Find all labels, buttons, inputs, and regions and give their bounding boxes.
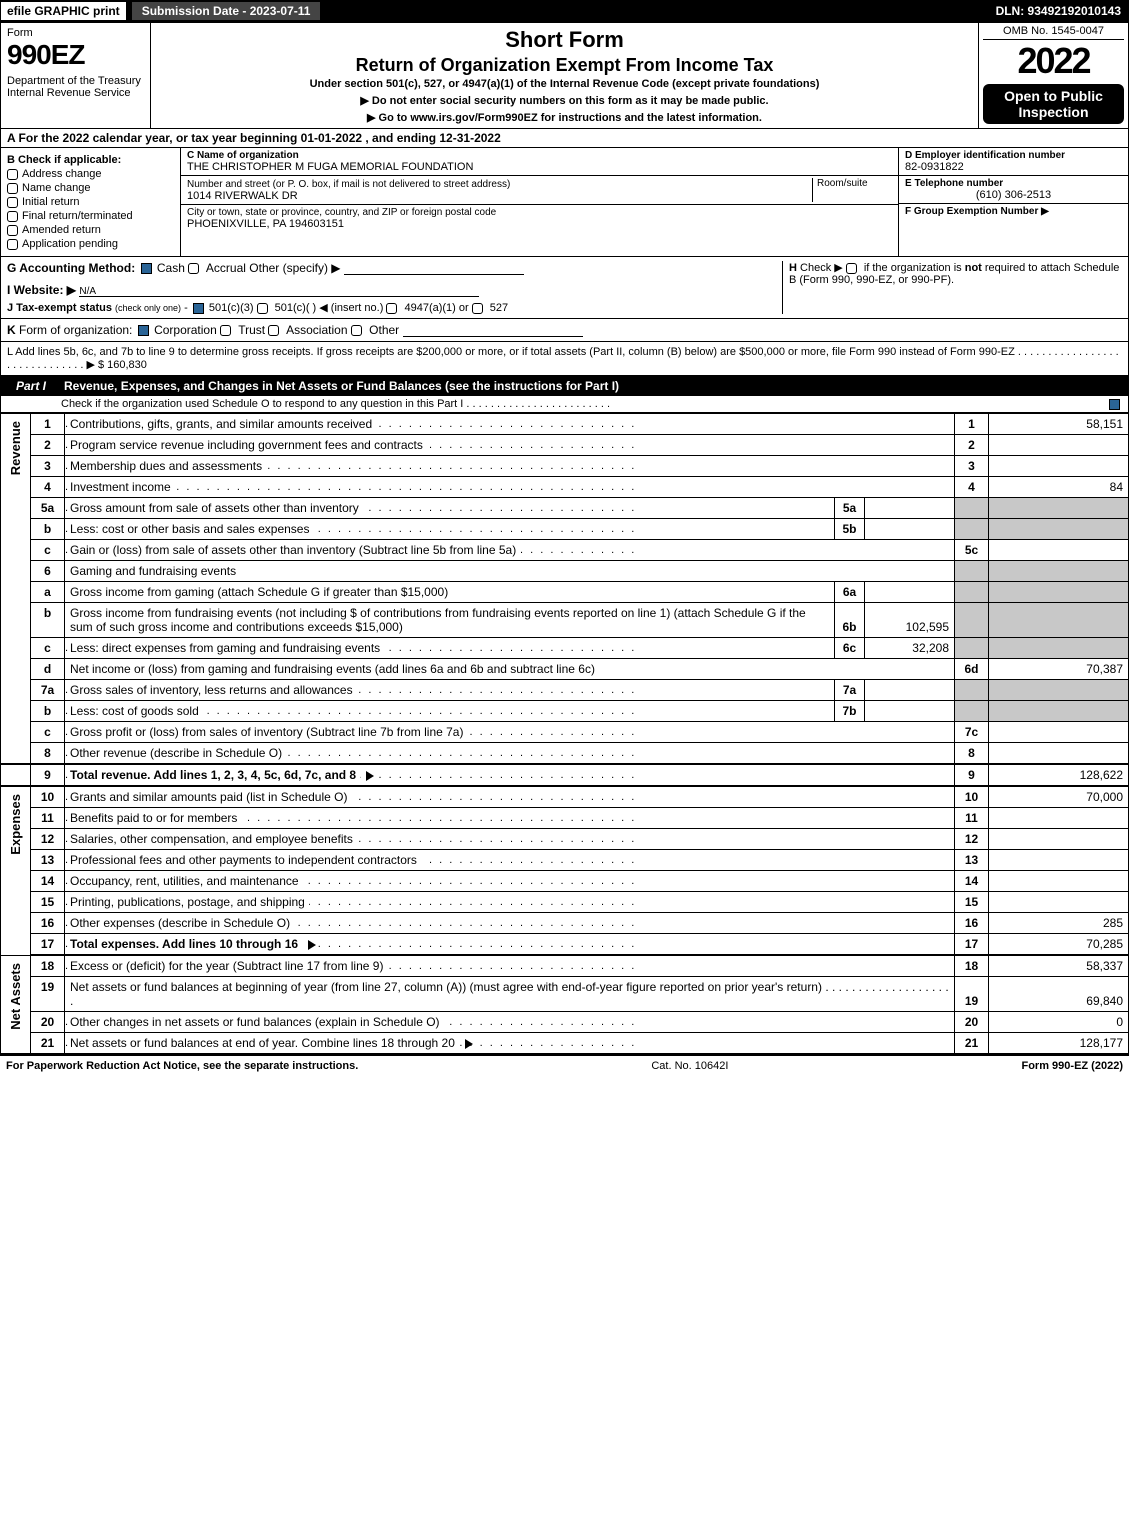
- city-label: City or town, state or province, country…: [187, 207, 892, 218]
- efile-label: efile GRAPHIC print: [0, 1, 127, 21]
- row-l: L Add lines 5b, 6c, and 7b to line 9 to …: [0, 342, 1129, 376]
- chk-cash[interactable]: [141, 263, 152, 274]
- amt-6b: 102,595: [865, 603, 955, 638]
- amt-19: 69,840: [989, 977, 1129, 1012]
- amt-17: 70,285: [989, 934, 1129, 956]
- amt-6d: 70,387: [989, 659, 1129, 680]
- lines-table: Revenue 1 Contributions, gifts, grants, …: [0, 413, 1129, 1054]
- col-b-head: B Check if applicable:: [7, 154, 174, 166]
- amt-16: 285: [989, 913, 1129, 934]
- col-c-org-info: C Name of organization THE CHRISTOPHER M…: [181, 148, 898, 256]
- tel: (610) 306-2513: [905, 189, 1122, 201]
- chk-pending[interactable]: [7, 239, 18, 250]
- tax-year: 2022: [983, 40, 1124, 82]
- chk-accrual[interactable]: [188, 263, 199, 274]
- chk-final-return[interactable]: [7, 211, 18, 222]
- amt-10: 70,000: [989, 786, 1129, 808]
- open-inspection: Open to Public Inspection: [983, 84, 1124, 124]
- row-a-tax-year: A For the 2022 calendar year, or tax yea…: [0, 129, 1129, 148]
- chk-527[interactable]: [472, 303, 483, 314]
- org-name-label: C Name of organization: [187, 150, 892, 161]
- part-i-title: Revenue, Expenses, and Changes in Net As…: [64, 379, 619, 393]
- note-ssn: ▶ Do not enter social security numbers o…: [159, 94, 970, 107]
- ein-label: D Employer identification number: [905, 150, 1122, 161]
- tel-label: E Telephone number: [905, 178, 1122, 189]
- note-url: ▶ Go to www.irs.gov/Form990EZ for instru…: [159, 111, 970, 124]
- title-short-form: Short Form: [159, 27, 970, 53]
- top-bar: efile GRAPHIC print Submission Date - 20…: [0, 0, 1129, 22]
- chk-501c3[interactable]: [193, 303, 204, 314]
- chk-initial-return[interactable]: [7, 197, 18, 208]
- addr-label: Number and street (or P. O. box, if mail…: [187, 179, 510, 190]
- chk-501c[interactable]: [257, 303, 268, 314]
- row-g-h: G Accounting Method: Cash Accrual Other …: [0, 257, 1129, 319]
- other-specify-input[interactable]: [344, 261, 524, 275]
- row-k: K Form of organization: Corporation Trus…: [0, 319, 1129, 342]
- chk-name-change[interactable]: [7, 183, 18, 194]
- amt-1: 58,151: [989, 414, 1129, 435]
- section-expenses: Expenses: [6, 790, 25, 859]
- amt-6c: 32,208: [865, 638, 955, 659]
- footer-right: Form 990-EZ (2022): [1021, 1060, 1123, 1072]
- page-footer: For Paperwork Reduction Act Notice, see …: [0, 1054, 1129, 1076]
- footer-cat: Cat. No. 10642I: [651, 1060, 728, 1072]
- addr: 1014 RIVERWALK DR: [187, 190, 298, 202]
- part-i-header: Part I Revenue, Expenses, and Changes in…: [0, 376, 1129, 396]
- amt-21: 128,177: [989, 1033, 1129, 1054]
- submission-date: Submission Date - 2023-07-11: [131, 1, 322, 21]
- subtitle: Under section 501(c), 527, or 4947(a)(1)…: [159, 78, 970, 90]
- footer-left: For Paperwork Reduction Act Notice, see …: [6, 1060, 358, 1072]
- part-i-sub: Check if the organization used Schedule …: [0, 396, 1129, 413]
- amt-18: 58,337: [989, 955, 1129, 977]
- chk-h[interactable]: [846, 263, 857, 274]
- section-net-assets: Net Assets: [6, 959, 25, 1034]
- other-org-input[interactable]: [403, 323, 583, 337]
- amt-20: 0: [989, 1012, 1129, 1033]
- chk-amended[interactable]: [7, 225, 18, 236]
- dln: DLN: 93492192010143: [996, 4, 1129, 18]
- chk-address-change[interactable]: [7, 169, 18, 180]
- chk-4947[interactable]: [386, 303, 397, 314]
- section-bcd: B Check if applicable: Address change Na…: [0, 148, 1129, 257]
- dept-label: Department of the Treasury Internal Reve…: [7, 75, 144, 99]
- amt-9: 128,622: [989, 764, 1129, 786]
- part-i-tag: Part I: [8, 379, 54, 393]
- title-return: Return of Organization Exempt From Incom…: [159, 55, 970, 76]
- form-header: Form 990EZ Department of the Treasury In…: [0, 22, 1129, 129]
- org-name: THE CHRISTOPHER M FUGA MEMORIAL FOUNDATI…: [187, 161, 892, 173]
- acct-label: G Accounting Method:: [7, 261, 135, 275]
- form-number: 990EZ: [7, 39, 144, 71]
- chk-schedule-o[interactable]: [1109, 399, 1120, 410]
- omb-number: OMB No. 1545-0047: [983, 25, 1124, 40]
- col-b-checkboxes: B Check if applicable: Address change Na…: [1, 148, 181, 256]
- chk-corp[interactable]: [138, 325, 149, 336]
- chk-assoc[interactable]: [268, 325, 279, 336]
- city: PHOENIXVILLE, PA 194603151: [187, 218, 892, 230]
- col-d-ein-tel: D Employer identification number 82-0931…: [898, 148, 1128, 256]
- form-label: Form: [7, 27, 144, 39]
- chk-trust[interactable]: [220, 325, 231, 336]
- ein: 82-0931822: [905, 161, 1122, 173]
- room-label: Room/suite: [812, 178, 892, 202]
- grp-label: F Group Exemption Number ▶: [905, 206, 1122, 217]
- website-label: I Website: ▶: [7, 283, 76, 297]
- section-revenue: Revenue: [6, 417, 25, 479]
- chk-other-org[interactable]: [351, 325, 362, 336]
- website-val: N/A: [79, 286, 96, 297]
- amt-4: 84: [989, 477, 1129, 498]
